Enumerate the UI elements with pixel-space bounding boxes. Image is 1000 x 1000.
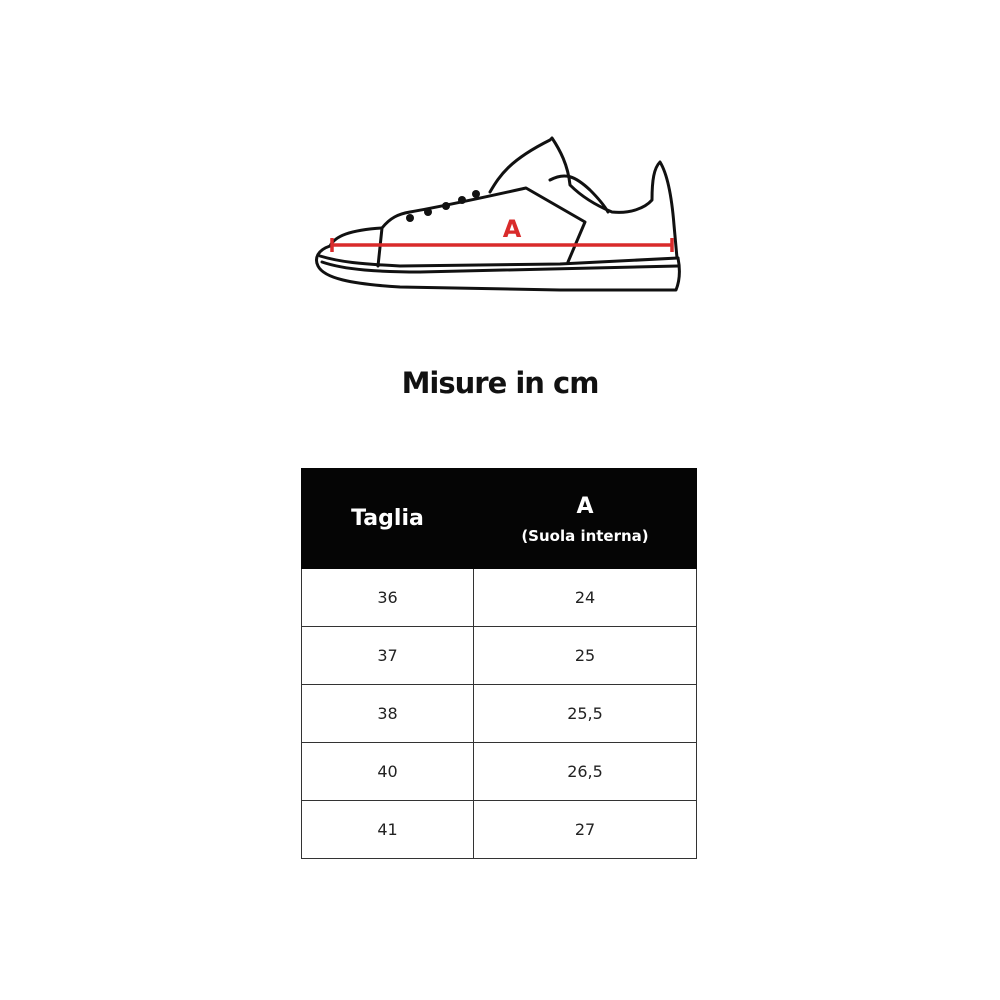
a-cell: 24 [473,568,697,627]
table-row: 38 25,5 [301,684,697,743]
lace-panel [380,186,587,264]
size-table: Taglia A (Suola interna) 36 24 37 25 38 25,… [301,468,697,859]
header-a-label: A [576,494,594,519]
sole-mid-line [320,260,680,274]
page-title: Misure in cm [401,366,600,400]
a-cell: 26,5 [473,742,697,801]
size-cell: 36 [301,568,474,627]
tongue [488,136,679,260]
collar [548,174,610,214]
size-cell: 40 [301,742,474,801]
shoe-diagram: A [315,136,681,292]
a-cell: 25 [473,626,697,685]
size-cell: 38 [301,684,474,743]
measure-label: A [503,215,522,243]
size-cell: 41 [301,800,474,859]
a-cell: 25,5 [473,684,697,743]
table-row: 41 27 [301,800,697,859]
sole-outline [315,244,681,292]
table-row: 36 24 [301,568,697,627]
size-cell: 37 [301,626,474,685]
header-a: A (Suola interna) [473,468,697,569]
table-row: 40 26,5 [301,742,697,801]
sole-top-line [318,254,680,268]
header-size: Taglia [301,468,474,569]
header-a-sub: (Suola interna) [521,527,649,545]
table-row: 37 25 [301,626,697,685]
a-cell: 27 [473,800,697,859]
